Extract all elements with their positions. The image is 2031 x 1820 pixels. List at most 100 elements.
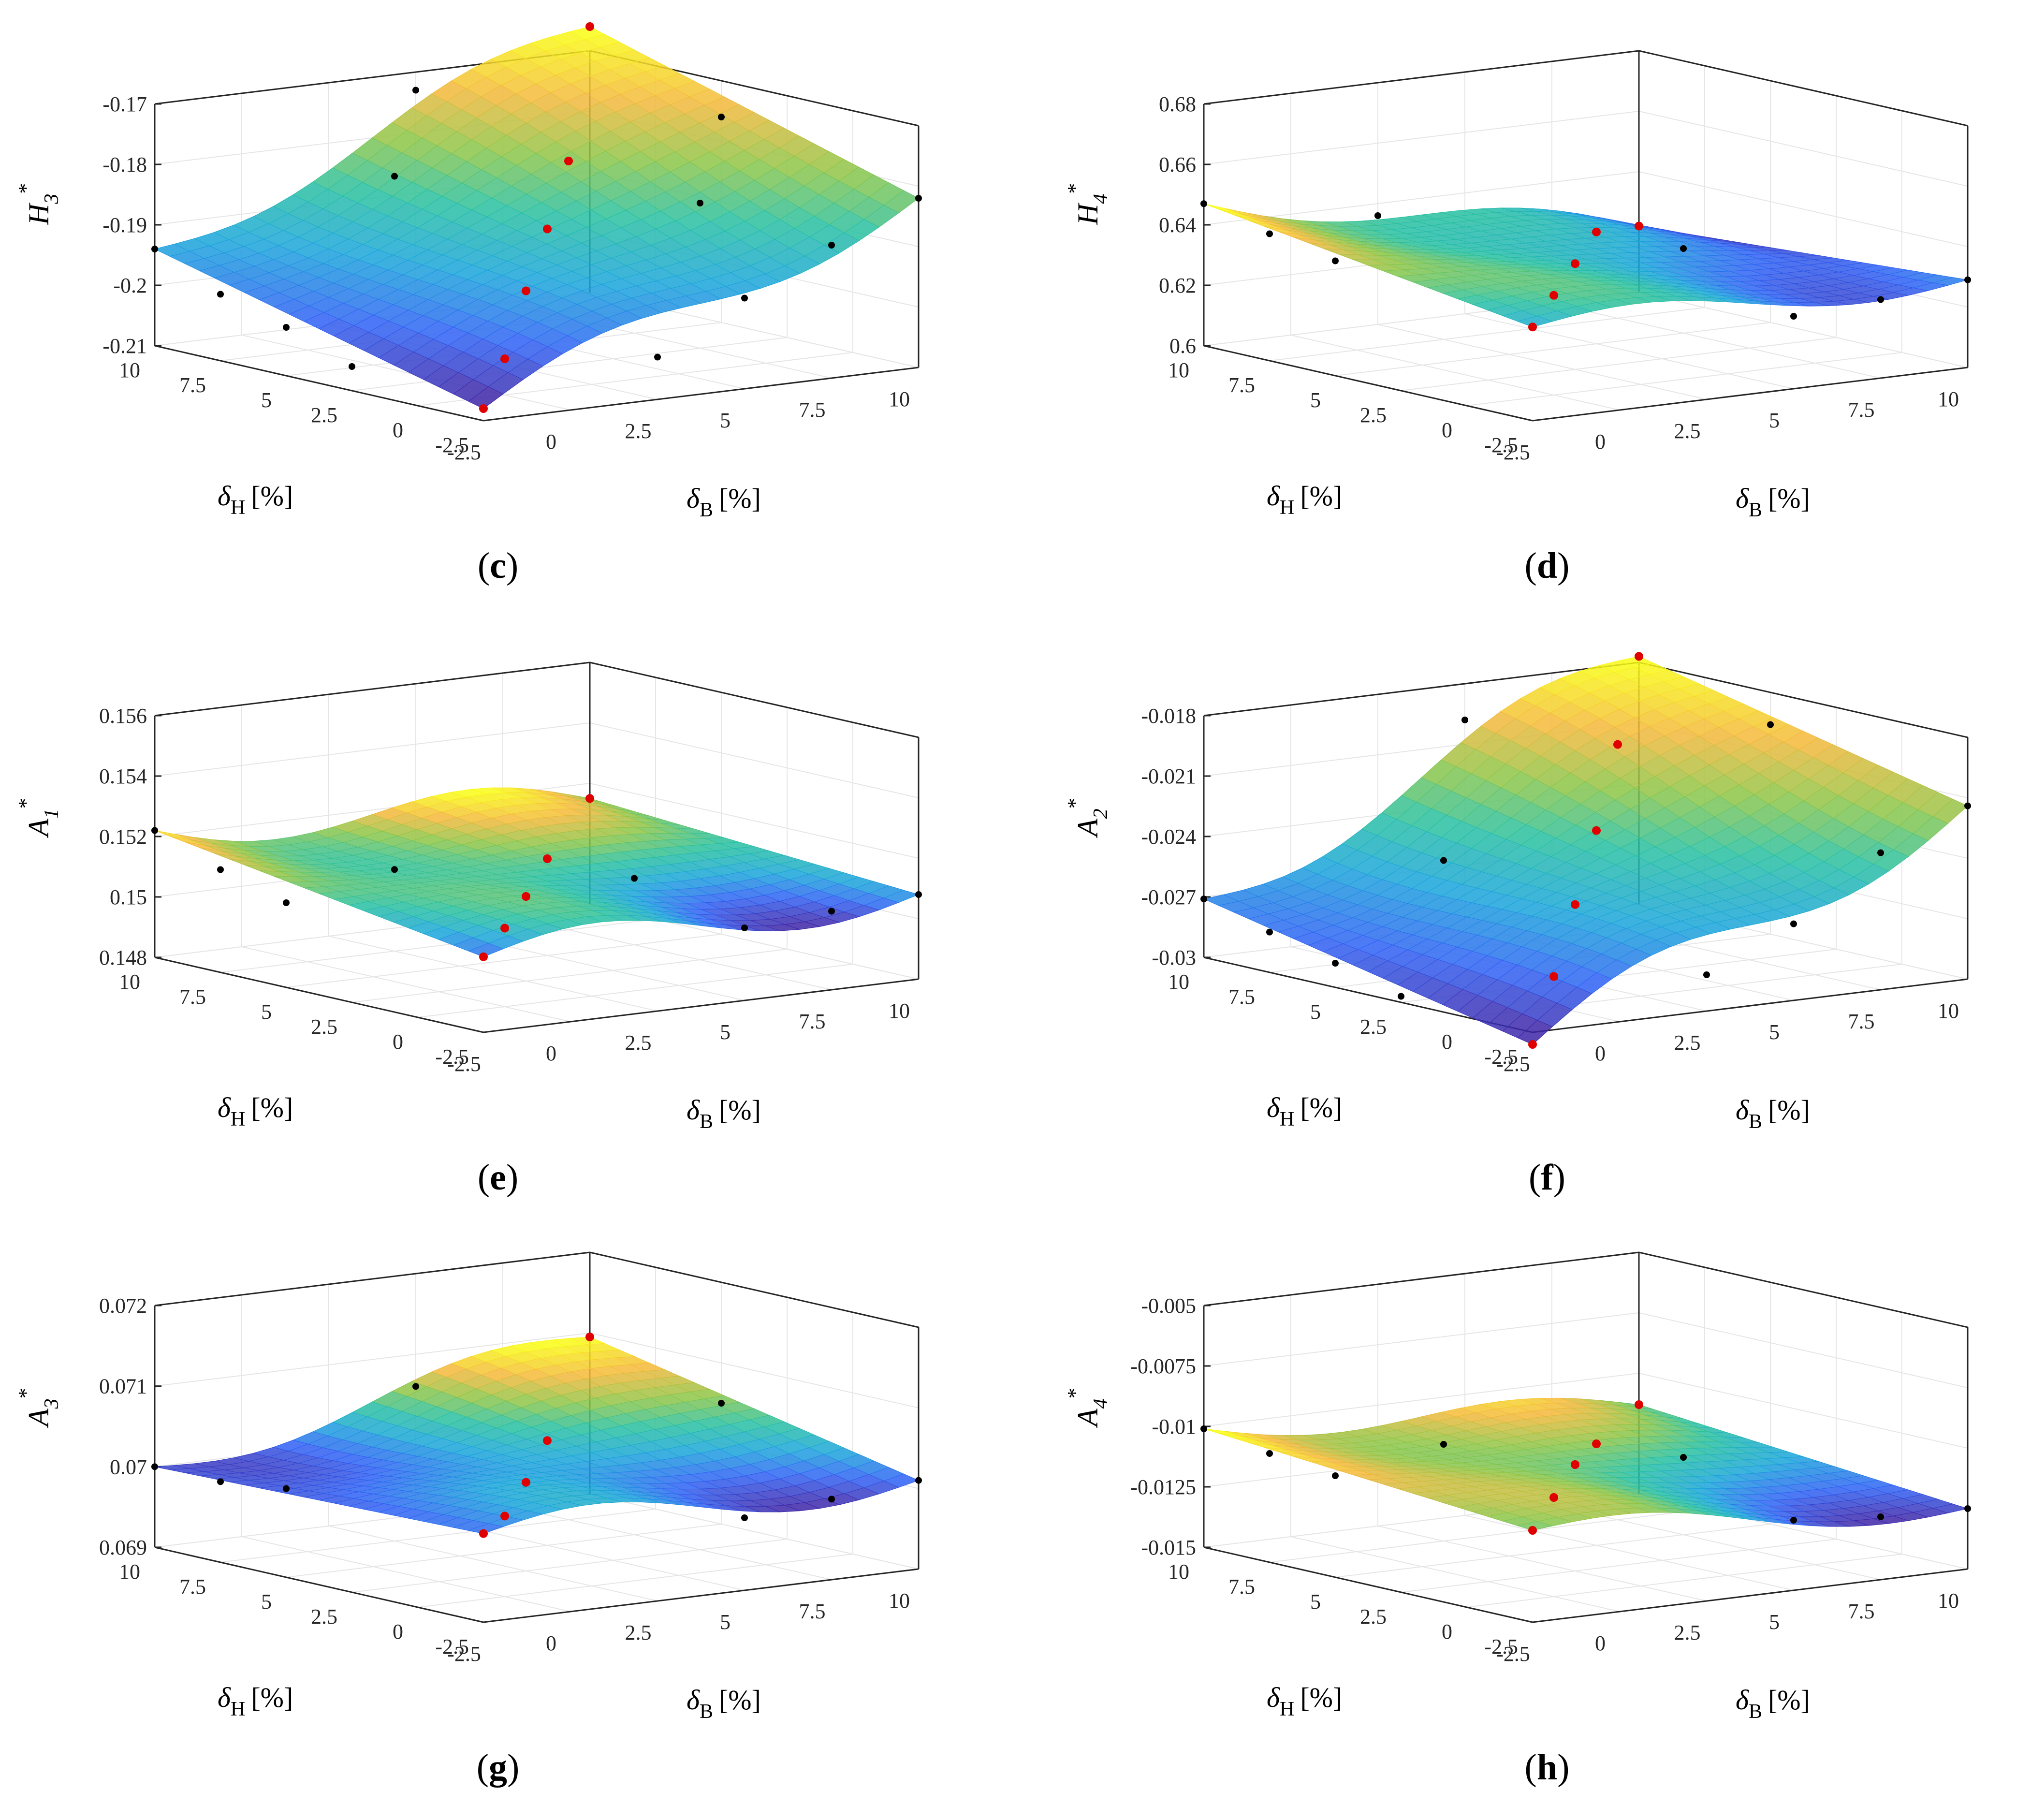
surface-patch <box>1517 316 1553 327</box>
surface <box>1203 656 1968 1045</box>
data-point-black <box>1877 296 1884 303</box>
y-tick-label: 0 <box>393 1620 403 1644</box>
axis-edge <box>1638 50 1968 127</box>
grid-line-z <box>154 1251 919 1328</box>
data-point-black <box>151 827 158 834</box>
y-tick-label: 7.5 <box>179 985 206 1009</box>
axis-edge <box>1532 1568 1968 1623</box>
grid-line-y-floor <box>1269 307 1705 361</box>
z-tick-label: -0.024 <box>1141 825 1196 849</box>
panel-caption: (h) <box>1525 1747 1570 1788</box>
data-point-black <box>741 925 748 931</box>
data-point-black <box>217 291 224 298</box>
axis-edge <box>154 1546 484 1623</box>
y-axis-label: δH [%] <box>1267 480 1342 519</box>
x-label-sub: B <box>700 1111 713 1133</box>
data-points <box>1200 200 1971 332</box>
y-label-unit: [%] <box>251 480 293 512</box>
axis-edge <box>154 345 484 422</box>
axis-edge <box>154 661 590 717</box>
z-tick-label: -0.17 <box>102 92 147 116</box>
x-axis-label: δB [%] <box>1736 483 1810 521</box>
y-axis-label: δH [%] <box>218 1092 293 1130</box>
grid-line-y-floor <box>1335 322 1771 376</box>
data-point-black <box>1374 212 1381 219</box>
panel-h: -0.015 -0.0125 -0.01 -0.0075 -0.005 -2.5 0 2.5 5… <box>1063 1251 1971 1788</box>
grid-line-x-floor <box>1464 1515 1794 1591</box>
data-point-black <box>217 866 224 873</box>
data-point-red <box>500 354 509 363</box>
x-tick-label: 2.5 <box>625 1031 652 1055</box>
y-tick-label: 10 <box>119 358 140 382</box>
caption-open: ( <box>477 1747 489 1788</box>
x-tick-label: 7.5 <box>799 1600 826 1623</box>
grid-line-y-floor <box>286 934 722 988</box>
y-label-sub: H <box>231 1698 245 1720</box>
panel-caption: (d) <box>1525 545 1570 586</box>
x-tick-label: 2.5 <box>1674 1621 1701 1644</box>
x-tick-label: -2.5 <box>1496 1052 1530 1076</box>
data-point-red <box>585 22 594 31</box>
data-point-black <box>828 1496 835 1503</box>
data-point-red <box>1635 221 1643 231</box>
data-point-red <box>522 286 530 295</box>
x-tick-label: 7.5 <box>799 398 826 422</box>
grid-line-y-floor <box>351 949 788 1003</box>
panel-c: -0.21 -0.2 -0.19 -0.18 -0.17 -2.5 0 2.5 5 7.5 10 -2… <box>14 22 922 586</box>
grid-line-y-floor <box>220 1509 656 1563</box>
x-tick-label: 5 <box>720 409 731 432</box>
caption-open: ( <box>1525 545 1537 586</box>
z-axis-label: A4* <box>1063 1388 1112 1428</box>
x-label-sub: B <box>700 1701 713 1723</box>
data-point-black <box>631 875 638 882</box>
caption-letter: h <box>1537 1747 1557 1788</box>
data-point-black <box>1790 313 1797 320</box>
y-tick-label: 7.5 <box>1228 373 1255 397</box>
z-label-main: A <box>1072 1409 1104 1428</box>
data-point-black <box>915 891 922 898</box>
caption-close: ) <box>506 545 518 586</box>
z-tick-label: -0.005 <box>1141 1294 1196 1318</box>
y-label-sub: H <box>231 1108 245 1130</box>
surface-patch <box>468 1523 504 1534</box>
data-points <box>151 1333 922 1538</box>
x-tick-label: 10 <box>1938 1589 1959 1613</box>
x-tick-label: 2.5 <box>1674 419 1701 443</box>
data-point-black <box>1398 993 1404 1000</box>
y-tick-label: 7.5 <box>1228 985 1255 1009</box>
x-tick-label: 10 <box>889 387 910 411</box>
grid-line-x-floor <box>1551 1504 1881 1580</box>
axis-edge <box>1638 1251 1968 1328</box>
data-point-black <box>718 114 725 120</box>
x-tick-label: -2.5 <box>447 1642 481 1666</box>
surface-patch <box>1203 203 1239 214</box>
data-point-red <box>479 952 488 961</box>
z-axis-label: H3* <box>14 183 63 225</box>
z-axis-label: A3* <box>14 1388 63 1428</box>
y-tick-label: 2.5 <box>311 1015 337 1039</box>
caption-close: ) <box>506 1157 518 1198</box>
axis-edge <box>1638 661 1968 738</box>
y-tick-label: 0 <box>393 418 403 442</box>
z-axis-label: A2* <box>1063 798 1112 838</box>
z-tick-label: 0.6 <box>1169 334 1196 358</box>
grid-line-x-floor <box>1290 1536 1620 1612</box>
grid-line-y-floor <box>1269 1509 1705 1563</box>
data-point-black <box>741 294 748 302</box>
x-label-sub: B <box>1749 1111 1762 1133</box>
caption-open: ( <box>1529 1157 1541 1198</box>
y-tick-label: 5 <box>261 1590 272 1614</box>
y-tick-label: 2.5 <box>311 403 337 427</box>
y-axis-label: δH [%] <box>218 1682 293 1720</box>
x-tick-label: 0 <box>546 430 556 454</box>
x-tick-label: -2.5 <box>447 1052 481 1076</box>
caption-open: ( <box>478 545 490 586</box>
surface <box>154 787 920 957</box>
grid-line-y-floor <box>1466 1554 1902 1608</box>
axis-edge <box>483 978 919 1033</box>
x-label-main: δ <box>687 1094 700 1126</box>
x-label-sub: B <box>700 499 713 521</box>
z-label-star: * <box>1063 1388 1087 1398</box>
axis-edge <box>483 1568 919 1623</box>
y-label-main: δ <box>1267 1682 1280 1713</box>
